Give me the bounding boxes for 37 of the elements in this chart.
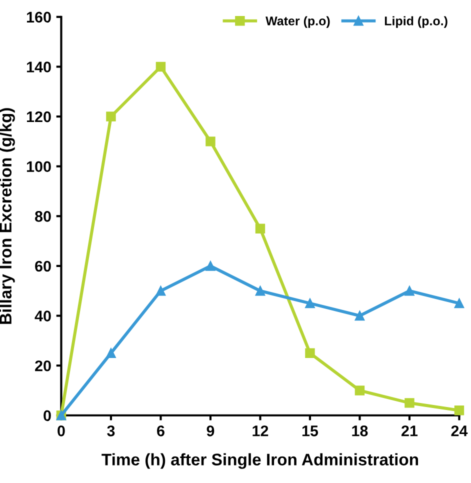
y-tick-label: 0 [44,410,51,422]
point [206,136,216,146]
x-tick-label: 18 [352,426,368,436]
y-tick-label: 20 [35,360,51,372]
x-tick-label: 0 [58,426,65,436]
point [305,348,315,358]
point [454,406,464,416]
x-tick-label: 15 [302,426,318,436]
x-tick-label: 12 [252,426,268,436]
point [106,112,116,122]
y-tick-label: 140 [26,62,51,72]
point [255,286,266,296]
x-tick-label: 24 [451,426,468,436]
x-tick-label: 3 [107,426,115,436]
legend-label: Water (p.o) [266,16,330,28]
point [156,62,166,72]
y-tick-label: 40 [34,310,51,322]
x-tick-label: 9 [206,426,214,436]
point [404,398,414,408]
legend-label: Lipid (p.o.) [384,16,448,28]
y-tick-label: 60 [35,260,51,272]
x-tick-label: 6 [157,426,164,436]
y-tick-label: 80 [35,211,51,222]
x-tick-label: 21 [402,426,418,436]
point [206,261,216,271]
point [305,298,315,308]
y-tick-label: 120 [26,111,51,122]
point [454,298,464,308]
point [354,386,365,396]
point [404,286,414,296]
point [106,348,116,358]
x-axis-title: Time (h) after Single Iron Administration [102,453,418,469]
point [255,224,266,234]
y-tick-label: 100 [26,161,51,172]
y-tick-label: 160 [26,12,51,23]
point [156,286,166,296]
point [354,310,365,321]
